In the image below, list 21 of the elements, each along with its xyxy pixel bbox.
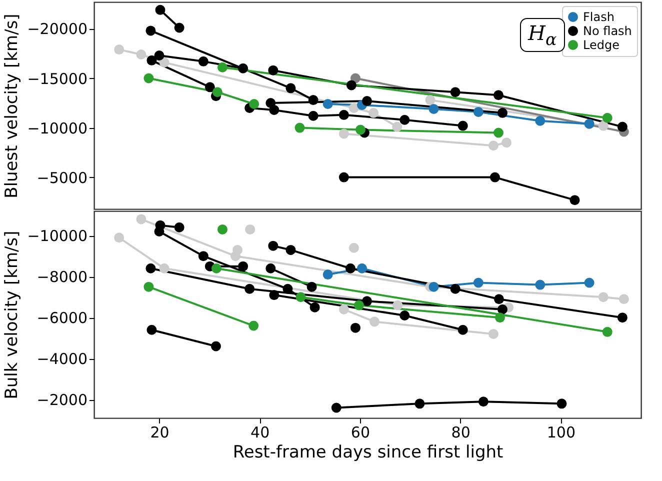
- x-tick-label: 100: [546, 424, 576, 442]
- legend-label: Flash: [583, 10, 614, 24]
- y-tick-label: −15000: [27, 70, 88, 88]
- x-tick-label: 20: [150, 424, 170, 442]
- y-axis-title: Bluest velocity [km/s]: [2, 14, 22, 198]
- y-axis-title: Bulk velocity [km/s]: [2, 230, 22, 400]
- y-tick-label: −4000: [36, 350, 88, 368]
- x-tick-label: 60: [350, 424, 370, 442]
- y-tick-label: −20000: [27, 20, 88, 38]
- legend-label: Ledge: [583, 38, 620, 52]
- annotation: H$_{α}$: [520, 18, 565, 52]
- legend-label: No flash: [583, 24, 632, 38]
- y-tick-label: −6000: [36, 309, 88, 328]
- x-tick-label: 40: [250, 424, 270, 442]
- y-tick-label: −5000: [36, 168, 88, 187]
- y-tick-label: −10000: [27, 227, 88, 246]
- x-axis-title: Rest-frame days since first light: [232, 442, 504, 462]
- y-tick-label: −8000: [36, 268, 88, 286]
- y-tick-label: −2000: [36, 391, 88, 410]
- x-tick-label: 80: [451, 424, 470, 442]
- y-tick-label: −10000: [27, 119, 88, 138]
